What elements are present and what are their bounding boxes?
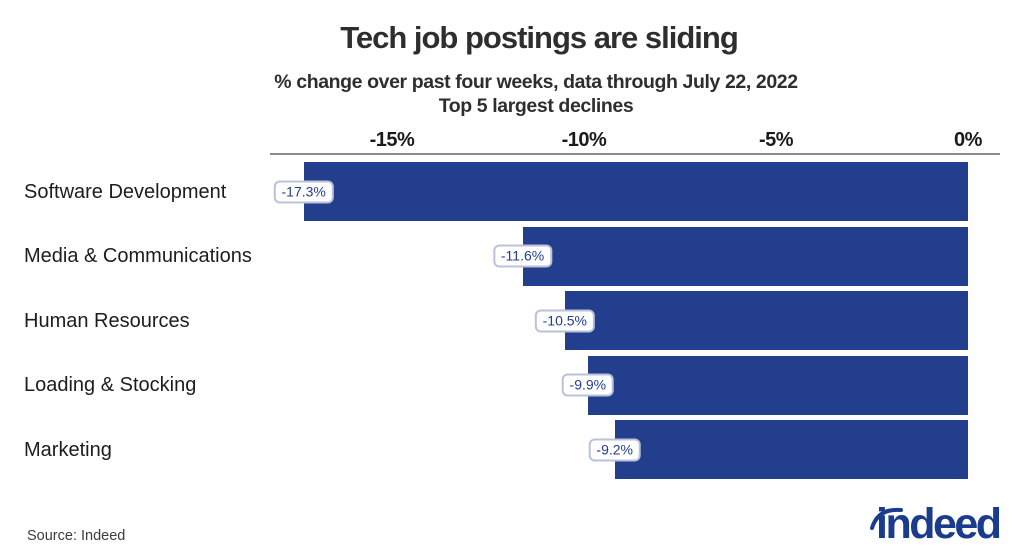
chart-subtitle: % change over past four weeks, data thro…: [51, 71, 1021, 118]
value-label-2: -10.5%: [534, 309, 595, 333]
chart-subtitle-line-2: Top 5 largest declines: [438, 94, 634, 117]
x-tick-label-1: -10%: [561, 129, 607, 151]
x-tick-label-0: -15%: [369, 129, 415, 151]
chart-title: Tech job postings are sliding: [340, 20, 739, 55]
indeed-logo: indeed: [868, 496, 1018, 554]
indeed-logo-text: indeed: [876, 500, 1002, 548]
category-label-1: Media & Communications: [24, 245, 252, 268]
bar-2: [564, 291, 968, 351]
category-label-2: Human Resources: [24, 309, 190, 332]
value-label-1: -11.6%: [492, 244, 553, 268]
x-axis-line: [270, 153, 1000, 155]
value-label-0: -17.3%: [273, 180, 334, 203]
indeed-logo-arc-icon: [870, 507, 903, 530]
category-label-3: Loading & Stocking: [24, 374, 197, 397]
value-label-3: -9.9%: [561, 373, 615, 397]
bar-1: [522, 226, 968, 286]
category-label-0: Software Development: [24, 180, 227, 203]
x-tick-label-3: 0%: [954, 129, 982, 151]
chart-subtitle-line-1: % change over past four weeks, data thro…: [274, 71, 798, 93]
category-label-4: Marketing: [24, 438, 112, 461]
bar-4: [614, 420, 968, 480]
value-label-4: -9.2%: [588, 438, 642, 462]
bar-0: [303, 162, 968, 221]
source-note: Source: Indeed: [27, 528, 126, 544]
bar-3: [587, 355, 968, 415]
x-tick-label-2: -5%: [758, 129, 794, 151]
